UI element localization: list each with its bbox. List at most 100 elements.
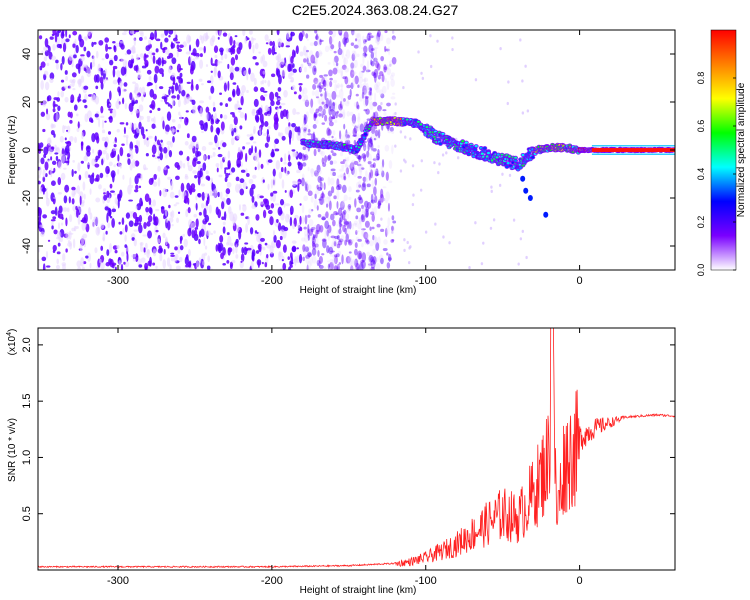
heatmap-noise-cell: [217, 209, 221, 219]
heatmap-noise-cell: [299, 203, 302, 206]
heatmap-noise-cell: [122, 228, 125, 235]
heatmap-noise-cell: [323, 214, 326, 217]
heatmap-noise-cell: [129, 126, 132, 130]
heatmap-noise-cell: [48, 139, 52, 144]
heatmap-noise-cell: [158, 67, 164, 75]
heatmap-noise-cell: [200, 123, 205, 131]
heatmap-noise-cell: [379, 89, 384, 96]
heatmap-noise-cell: [45, 113, 51, 121]
heatmap-noise-cell: [325, 196, 331, 205]
heatmap-signal-edge: [591, 153, 675, 155]
heatmap-noise-cell: [119, 81, 124, 87]
heatmap-noise-cell: [219, 92, 223, 95]
heatmap-noise-cell: [206, 230, 211, 236]
heatmap-noise-cell: [299, 85, 302, 92]
heatmap-noise-cell: [163, 248, 166, 255]
heatmap-noise-cell: [436, 39, 439, 43]
heatmap-noise-cell: [279, 235, 283, 241]
heatmap-noise-cell: [290, 211, 293, 215]
heatmap-noise-cell: [498, 183, 502, 187]
heatmap-noise-cell: [367, 142, 370, 152]
heatmap-noise-cell: [257, 260, 260, 268]
heatmap-noise-cell: [187, 207, 191, 214]
heatmap-signal-cell: [441, 132, 445, 136]
heatmap-noise-cell: [92, 148, 95, 154]
heatmap-noise-cell: [50, 180, 56, 186]
heatmap-noise-cell: [306, 30, 311, 33]
heatmap-noise-cell: [220, 252, 224, 260]
heatmap-noise-cell: [375, 263, 381, 270]
heatmap-noise-cell: [389, 74, 394, 81]
heatmap-noise-cell: [382, 247, 388, 252]
heatmap-noise-cell: [69, 119, 73, 124]
heatmap-noise-cell: [146, 211, 149, 216]
heatmap-noise-cell: [222, 142, 227, 148]
heatmap-noise-cell: [379, 33, 384, 42]
heatmap-noise-cell: [224, 177, 228, 183]
heatmap-noise-cell: [169, 264, 172, 270]
heatmap-noise-cell: [403, 248, 406, 253]
heatmap-noise-cell: [134, 160, 140, 167]
heatmap-noise-cell: [210, 57, 213, 66]
heatmap-noise-cell: [283, 90, 288, 98]
heatmap-noise-cell: [307, 233, 311, 241]
heatmap-noise-cell: [404, 160, 407, 164]
heatmap-noise-cell: [292, 180, 297, 187]
heatmap-noise-cell: [371, 259, 375, 263]
heatmap-noise-cell: [192, 105, 197, 115]
heatmap-noise-cell: [69, 79, 73, 83]
heatmap-noise-cell: [338, 262, 342, 265]
heatmap-noise-cell: [233, 127, 237, 133]
heatmap-noise-cell: [144, 242, 148, 250]
heatmap-noise-cell: [359, 262, 364, 270]
heatmap-noise-cell: [298, 152, 303, 160]
heatmap-noise-cell: [330, 245, 333, 251]
heatmap-noise-cell: [187, 248, 191, 257]
heatmap-noise-cell: [143, 222, 147, 230]
heatmap-noise-cell: [176, 63, 182, 73]
heatmap-noise-cell: [147, 230, 152, 239]
heatmap-noise-cell: [292, 223, 295, 230]
heatmap-noise-cell: [145, 129, 148, 132]
heatmap-noise-cell: [365, 210, 369, 218]
heatmap-noise-cell: [203, 236, 206, 247]
heatmap-noise-cell: [420, 71, 423, 75]
heatmap-noise-cell: [72, 87, 76, 91]
heatmap-noise-cell: [55, 59, 59, 64]
heatmap-noise-cell: [273, 51, 277, 55]
heatmap-noise-cell: [343, 57, 348, 65]
heatmap-noise-cell: [374, 173, 380, 176]
heatmap-noise-cell: [362, 56, 365, 64]
heatmap-noise-cell: [215, 163, 220, 168]
heatmap-noise-cell: [138, 67, 141, 72]
heatmap-noise-cell: [350, 62, 355, 69]
heatmap-noise-cell: [321, 216, 326, 221]
heatmap-noise-cell: [84, 36, 88, 42]
heatmap-noise-cell: [313, 111, 318, 118]
heatmap-noise-cell: [320, 196, 326, 205]
heatmap-noise-cell: [170, 42, 175, 49]
heatmap-noise-cell: [264, 79, 267, 84]
heatmap-noise-cell: [360, 63, 364, 68]
heatmap-noise-cell: [220, 201, 225, 210]
heatmap-noise-cell: [87, 252, 91, 262]
heatmap-noise-cell: [318, 113, 322, 117]
heatmap-noise-cell: [343, 123, 346, 130]
heatmap-noise-cell: [296, 247, 300, 250]
heatmap-noise-cell: [52, 100, 56, 109]
heatmap-noise-cell: [212, 101, 216, 108]
heatmap-noise-cell: [325, 228, 330, 236]
heatmap-noise-cell: [209, 37, 215, 47]
heatmap-noise-cell: [160, 206, 165, 210]
heatmap-noise-cell: [291, 240, 297, 244]
heatmap-noise-cell: [391, 30, 395, 34]
heatmap-noise-cell: [315, 244, 320, 251]
heatmap-noise-cell: [100, 68, 104, 76]
heatmap-noise-cell: [313, 40, 318, 47]
heatmap-noise-cell: [380, 228, 385, 233]
heatmap-noise-cell: [365, 69, 371, 73]
heatmap-noise-cell: [105, 174, 109, 178]
heatmap-noise-cell: [64, 137, 67, 141]
heatmap-noise-cell: [214, 187, 218, 194]
heatmap-noise-cell: [42, 263, 46, 270]
